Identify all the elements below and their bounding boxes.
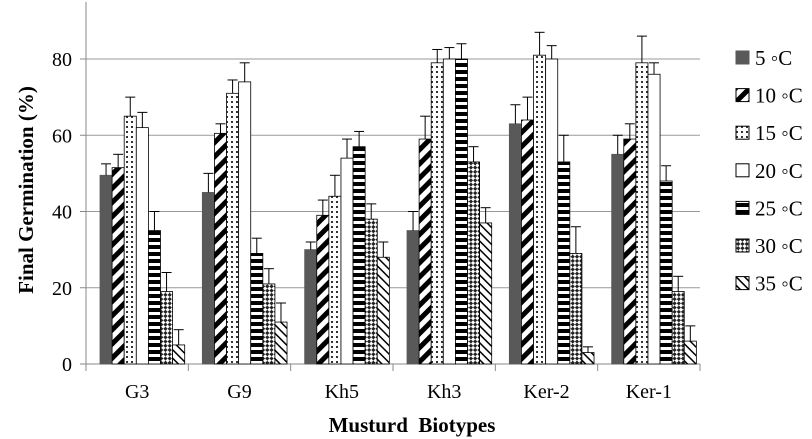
bar <box>581 352 595 365</box>
error-bars <box>101 31 696 353</box>
bar <box>557 161 571 365</box>
bar <box>647 73 661 365</box>
gridlines <box>86 58 700 289</box>
x-tick-label: G9 <box>227 381 251 403</box>
legend-swatch <box>735 276 750 291</box>
legend-label: 30 ◦C <box>755 234 803 258</box>
bar <box>201 192 215 365</box>
bar <box>111 167 125 365</box>
bar <box>340 157 354 365</box>
legend-label: 20 ◦C <box>755 159 803 183</box>
bar <box>316 214 330 365</box>
bar <box>683 340 697 365</box>
bar <box>454 58 468 365</box>
legend-label: 5 ◦C <box>755 46 792 70</box>
bar <box>623 138 637 365</box>
x-tick-label: Kh5 <box>325 381 359 403</box>
y-tick-label: 80 <box>52 49 72 71</box>
x-tick-label: Kh3 <box>427 381 461 403</box>
bar <box>671 291 685 365</box>
bar <box>364 218 378 365</box>
bar <box>479 222 493 365</box>
y-tick-label: 60 <box>52 125 72 147</box>
bar <box>304 249 318 365</box>
x-tick-label: G3 <box>125 381 149 403</box>
legend-swatch <box>735 50 750 65</box>
legend-swatch <box>735 88 750 103</box>
bar <box>659 180 673 365</box>
bar <box>442 58 456 365</box>
bar <box>328 195 342 365</box>
bar <box>508 123 522 365</box>
y-tick-label: 20 <box>52 278 72 300</box>
legend-label: 35 ◦C <box>755 272 803 296</box>
bar <box>376 256 390 365</box>
bar <box>135 127 149 365</box>
bar <box>569 253 583 365</box>
legend-swatch <box>735 125 750 140</box>
y-axis-title: Final Germination (%) <box>14 86 38 294</box>
legend-label: 25 ◦C <box>755 196 803 220</box>
bar <box>533 54 547 365</box>
bar <box>226 92 240 365</box>
bar <box>172 344 186 365</box>
bar <box>262 283 276 365</box>
y-tick-label: 40 <box>52 202 72 224</box>
axes <box>80 1 701 371</box>
legend: 5 ◦C 10 ◦C 15 ◦C 20 ◦C 25 ◦C 30 ◦C 35 ◦C <box>735 46 803 296</box>
x-tick-label: Ker-1 <box>626 381 672 403</box>
legend-swatch <box>735 163 750 178</box>
tick-labels: 0 20 40 60 80 G3 G9 Kh5 Kh3 Ker-2 Ker-1 <box>52 49 672 403</box>
bar <box>418 138 432 365</box>
y-tick-label: 0 <box>62 354 72 376</box>
bar <box>274 321 288 365</box>
bar <box>406 230 420 365</box>
bar <box>635 62 649 365</box>
bar <box>352 146 366 365</box>
bar <box>467 161 481 365</box>
legend-swatch <box>735 238 750 253</box>
legend-label: 10 ◦C <box>755 84 803 108</box>
bar <box>147 230 161 365</box>
bar <box>99 174 113 365</box>
x-axis-title: Musturd Biotypes <box>329 413 496 437</box>
bar <box>521 119 534 365</box>
bar <box>430 62 444 365</box>
bars <box>99 54 697 365</box>
bar <box>611 153 625 365</box>
bar <box>545 58 559 365</box>
bar <box>238 81 252 365</box>
x-tick-label: Ker-2 <box>523 381 569 403</box>
bar <box>250 253 264 365</box>
bar <box>123 115 137 365</box>
legend-swatch <box>735 200 750 215</box>
bar <box>160 291 174 365</box>
bar <box>214 132 227 365</box>
legend-label: 15 ◦C <box>755 121 803 145</box>
